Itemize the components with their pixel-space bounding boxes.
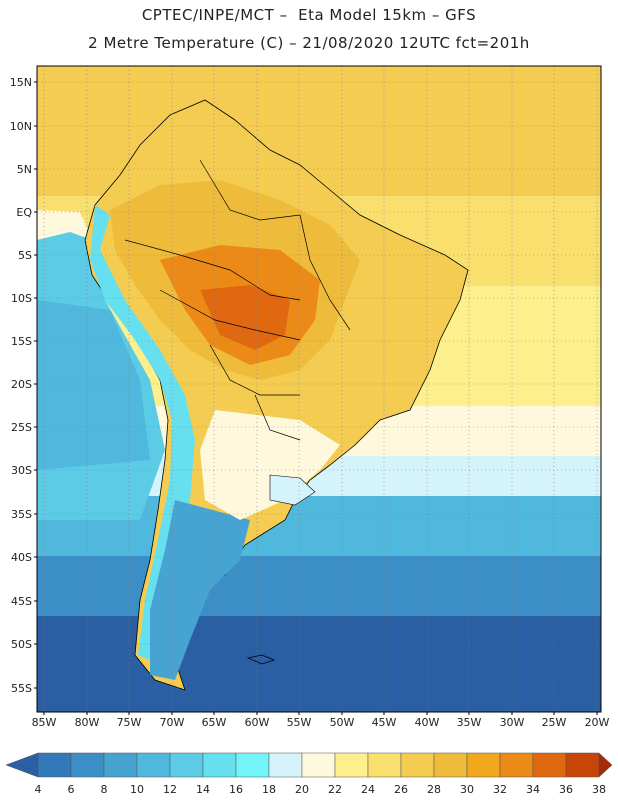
colorbar-label: 28: [427, 783, 441, 796]
lon-label: 50W: [329, 716, 355, 729]
patagonia-cool: [150, 500, 250, 680]
lat-label: 15N: [9, 76, 32, 89]
lon-label: 60W: [244, 716, 270, 729]
lon-label: 80W: [74, 716, 100, 729]
rio-de-la-plata: [269, 474, 316, 506]
colorbar-label: 22: [328, 783, 342, 796]
colorbar-label: 12: [163, 783, 177, 796]
core-hot-zone: [200, 285, 290, 350]
lat-label: 40S: [11, 551, 32, 564]
lat-label: 25S: [11, 421, 32, 434]
colorbar-label: 14: [196, 783, 210, 796]
colorbar-label: 18: [262, 783, 276, 796]
colorbar-swatch: [169, 752, 204, 778]
colorbar-swatch: [433, 752, 468, 778]
colorbar-swatch: [301, 752, 336, 778]
lon-label: 70W: [159, 716, 185, 729]
colorbar-label: 6: [67, 783, 75, 796]
lon-label: 55W: [286, 716, 312, 729]
lon-label: 75W: [116, 716, 142, 729]
colorbar-label: 8: [100, 783, 108, 796]
falkland-islands: [246, 654, 276, 665]
colorbar-label: 20: [295, 783, 309, 796]
colorbar-swatch: [334, 752, 369, 778]
colorbar-label: 16: [229, 783, 243, 796]
colorbar-label: 38: [592, 783, 606, 796]
colorbar-label: 26: [394, 783, 408, 796]
map-title-line1: CPTEC/INPE/MCT – Eta Model 15km – GFS: [141, 6, 477, 24]
colorbar-swatch: [466, 752, 501, 778]
lat-label: 30S: [11, 464, 32, 477]
colorbar-label: 32: [493, 783, 507, 796]
colorbar-swatch: [37, 752, 72, 778]
lat-label: 10N: [9, 120, 32, 133]
map-frame: [36, 65, 602, 713]
band-coldest-ocean: [37, 616, 601, 712]
lat-label: 20S: [11, 378, 32, 391]
colorbar-swatch: [202, 752, 237, 778]
colorbar-arrow-left: [5, 752, 39, 778]
colorbar-swatch: [532, 752, 567, 778]
colorbar-swatch: [235, 752, 270, 778]
colorbar-swatch: [136, 752, 171, 778]
colorbar: [5, 752, 613, 778]
colorbar-swatch: [367, 752, 402, 778]
colorbar-label: 24: [361, 783, 375, 796]
lat-label: 5S: [18, 249, 32, 262]
lat-label: 45S: [11, 595, 32, 608]
lon-label: 45W: [371, 716, 397, 729]
colorbar-label: 10: [130, 783, 144, 796]
lat-label: 15S: [11, 335, 32, 348]
colorbar-arrow-right: [598, 752, 613, 778]
band-cold-ocean: [37, 556, 601, 616]
colorbar-label: 30: [460, 783, 474, 796]
colorbar-swatch: [400, 752, 435, 778]
lon-label: 25W: [541, 716, 567, 729]
southern-cone-mild: [200, 410, 340, 520]
map-title-line2: 2 Metre Temperature (C) – 21/08/2020 12U…: [88, 34, 530, 52]
lon-label: 30W: [499, 716, 525, 729]
colorbar-swatch: [103, 752, 138, 778]
colorbar-label: 34: [526, 783, 540, 796]
pacific-mild-strip: [37, 210, 92, 240]
colorbar-swatch: [565, 752, 600, 778]
axis-ticks: [34, 81, 598, 715]
lat-label: EQ: [16, 206, 32, 219]
lat-label: 35S: [11, 508, 32, 521]
colorbar-label: 4: [34, 783, 42, 796]
lon-label: 40W: [414, 716, 440, 729]
colorbar-swatch: [268, 752, 303, 778]
lon-label: 20W: [584, 716, 610, 729]
lat-label: 55S: [11, 682, 32, 695]
lat-label: 5N: [16, 163, 32, 176]
lon-label: 65W: [201, 716, 227, 729]
lat-label: 10S: [11, 292, 32, 305]
colorbar-label: 36: [559, 783, 573, 796]
colorbar-swatch: [70, 752, 105, 778]
lon-label: 35W: [456, 716, 482, 729]
lon-label: 85W: [31, 716, 57, 729]
colorbar-swatch: [499, 752, 534, 778]
pacific-cool-inner: [37, 300, 150, 470]
lat-label: 50S: [11, 638, 32, 651]
country-borders: [124, 159, 351, 441]
